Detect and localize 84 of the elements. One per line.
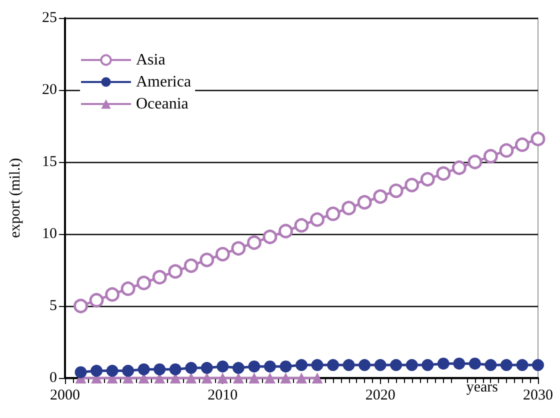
x-tick-label: 2010 bbox=[208, 388, 238, 404]
point bbox=[342, 359, 355, 372]
point bbox=[231, 241, 246, 256]
point bbox=[516, 359, 528, 372]
point bbox=[358, 359, 371, 372]
point bbox=[278, 224, 293, 238]
point bbox=[404, 178, 420, 192]
point bbox=[311, 359, 324, 372]
point bbox=[312, 372, 323, 384]
point bbox=[106, 364, 118, 377]
point bbox=[216, 360, 229, 372]
point bbox=[185, 362, 198, 374]
point bbox=[120, 281, 136, 296]
point bbox=[217, 372, 228, 384]
x-axis-title: years bbox=[466, 380, 498, 396]
y-tick-label: 20 bbox=[42, 82, 57, 98]
point bbox=[483, 148, 498, 164]
point bbox=[200, 252, 214, 268]
point bbox=[294, 218, 309, 233]
point bbox=[422, 359, 434, 372]
legend-label: Oceania bbox=[136, 96, 188, 112]
point bbox=[390, 359, 402, 372]
point bbox=[90, 364, 103, 377]
point bbox=[357, 195, 372, 210]
point bbox=[138, 363, 150, 376]
y-tick-label: 5 bbox=[50, 298, 57, 314]
point bbox=[248, 372, 260, 384]
point bbox=[89, 292, 104, 308]
point bbox=[184, 258, 198, 273]
point bbox=[122, 364, 134, 377]
point bbox=[105, 287, 120, 302]
legend-label: America bbox=[136, 74, 192, 90]
point bbox=[326, 206, 340, 222]
point bbox=[200, 362, 213, 374]
point bbox=[168, 264, 183, 279]
point bbox=[215, 246, 230, 262]
point bbox=[74, 366, 87, 378]
x-tick-label: 2000 bbox=[50, 388, 80, 404]
y-tick-label: 0 bbox=[50, 370, 57, 386]
legend-label: Asia bbox=[136, 52, 166, 68]
point bbox=[342, 200, 356, 216]
point bbox=[280, 360, 292, 372]
point bbox=[169, 363, 182, 376]
point bbox=[74, 298, 88, 314]
y-tick-label: 15 bbox=[42, 154, 57, 170]
y-tick-label: 10 bbox=[42, 226, 57, 242]
point bbox=[468, 154, 482, 170]
point bbox=[484, 359, 497, 372]
point bbox=[248, 360, 260, 372]
point bbox=[232, 372, 244, 384]
x-tick-label: 2020 bbox=[365, 388, 396, 404]
point bbox=[262, 230, 278, 244]
point bbox=[201, 372, 212, 384]
point bbox=[136, 276, 152, 290]
point bbox=[296, 359, 308, 372]
point bbox=[264, 372, 276, 384]
point bbox=[280, 372, 292, 384]
point bbox=[296, 372, 307, 384]
point bbox=[406, 359, 418, 372]
point bbox=[310, 212, 325, 227]
point bbox=[437, 358, 450, 370]
point bbox=[154, 363, 166, 376]
point bbox=[500, 359, 512, 372]
point bbox=[264, 360, 276, 372]
point bbox=[327, 359, 340, 372]
point bbox=[468, 358, 481, 370]
point bbox=[452, 160, 466, 176]
point bbox=[373, 189, 388, 204]
point bbox=[420, 172, 435, 187]
point bbox=[532, 359, 544, 372]
point bbox=[436, 166, 451, 181]
y-axis-title: export (mil.t) bbox=[8, 158, 24, 238]
point bbox=[186, 372, 197, 384]
point bbox=[453, 358, 466, 370]
x-tick-label: 2030 bbox=[523, 388, 553, 404]
point bbox=[388, 184, 404, 198]
y-tick-label: 25 bbox=[42, 10, 57, 26]
point bbox=[152, 270, 167, 284]
point bbox=[246, 235, 262, 250]
point bbox=[232, 362, 244, 374]
point bbox=[514, 137, 530, 152]
point bbox=[530, 132, 546, 146]
point bbox=[374, 359, 386, 372]
point bbox=[499, 143, 514, 158]
